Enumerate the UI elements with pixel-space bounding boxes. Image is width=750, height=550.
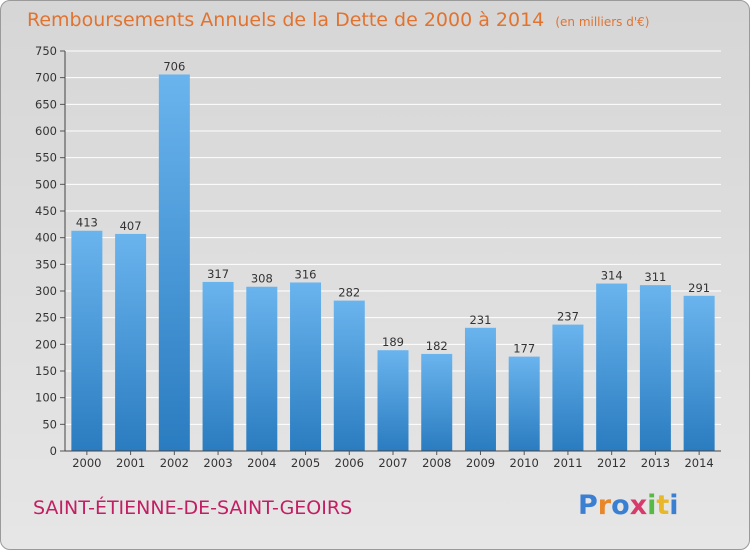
bar-value-label: 177 (513, 342, 535, 356)
bar (246, 286, 278, 451)
y-tick-label: 0 (50, 444, 57, 458)
bar (158, 74, 190, 451)
bar (115, 233, 147, 451)
x-tick-label: 2011 (553, 456, 582, 470)
y-tick-label: 400 (35, 231, 57, 245)
y-tick-label: 450 (35, 204, 57, 218)
bar (333, 300, 365, 451)
y-tick-label: 100 (35, 391, 57, 405)
bar-value-label: 316 (295, 267, 317, 281)
bar-value-label: 291 (688, 281, 710, 295)
bar (290, 282, 322, 451)
x-tick-label: 2007 (378, 456, 407, 470)
y-tick-label: 550 (35, 151, 57, 165)
bar (639, 285, 671, 451)
bar-value-label: 189 (382, 335, 404, 349)
x-tick-label: 2008 (422, 456, 451, 470)
y-tick-label: 600 (35, 124, 57, 138)
y-tick-label: 350 (35, 257, 57, 271)
x-tick-label: 2014 (684, 456, 713, 470)
y-tick-label: 50 (42, 417, 57, 431)
bar-value-label: 314 (601, 269, 623, 283)
logo-letter: i (647, 490, 657, 521)
x-tick-label: 2001 (116, 456, 145, 470)
y-tick-label: 750 (35, 44, 57, 58)
logo-letter: t (656, 490, 670, 521)
logo-letter: x (629, 490, 648, 521)
proxiti-logo[interactable]: Proxiti (578, 490, 679, 521)
y-tick-label: 200 (35, 337, 57, 351)
bar-value-label: 407 (120, 219, 142, 233)
logo-letter: o (611, 490, 630, 521)
bar (596, 283, 628, 451)
y-tick-label: 650 (35, 97, 57, 111)
bar (508, 356, 540, 451)
x-tick-label: 2003 (203, 456, 232, 470)
bar (464, 327, 496, 451)
x-tick-label: 2010 (510, 456, 539, 470)
axis-layer: 0 50 100 150 200 250 300 350 400 450 500 550 600 650 7… (35, 44, 721, 470)
bar-value-label: 231 (469, 313, 491, 327)
y-tick-label: 250 (35, 311, 57, 325)
y-tick-label: 150 (35, 364, 57, 378)
bar-value-label: 317 (207, 267, 229, 281)
chart-title: Remboursements Annuels de la Dette de 20… (27, 9, 649, 31)
x-tick-label: 2002 (160, 456, 189, 470)
bars-layer: 413 407 706 317 308 316 282 189 182 231 177 237 314 3… (71, 59, 715, 451)
chart-title-text: Remboursements Annuels de la Dette de 20… (27, 9, 545, 31)
x-tick-label: 2009 (466, 456, 495, 470)
y-tick-label: 300 (35, 284, 57, 298)
x-tick-label: 2004 (247, 456, 276, 470)
bar-value-label: 706 (163, 59, 185, 73)
x-tick-label: 2012 (597, 456, 626, 470)
commune-name: SAINT-ÉTIENNE-DE-SAINT-GEOIRS (33, 497, 353, 519)
logo-letter: i (669, 490, 679, 521)
x-tick-label: 2005 (291, 456, 320, 470)
logo-letter: P (578, 490, 598, 521)
bar (421, 353, 453, 451)
bar-value-label: 311 (644, 270, 666, 284)
bar-value-label: 237 (557, 310, 579, 324)
x-tick-label: 2013 (641, 456, 670, 470)
bar-value-label: 182 (426, 339, 448, 353)
y-tick-label: 700 (35, 71, 57, 85)
bar (552, 324, 584, 451)
bar-value-label: 413 (76, 216, 98, 230)
chart-unit-note: (en milliers d'€) (555, 15, 650, 29)
bar (683, 295, 715, 451)
bar-value-label: 308 (251, 272, 273, 286)
x-tick-label: 2000 (72, 456, 101, 470)
bar-value-label: 282 (338, 286, 360, 300)
logo-letter: r (597, 490, 612, 521)
bar (202, 281, 234, 451)
bar (71, 230, 103, 451)
bar (377, 350, 409, 451)
y-tick-label: 500 (35, 177, 57, 191)
x-tick-label: 2006 (335, 456, 364, 470)
